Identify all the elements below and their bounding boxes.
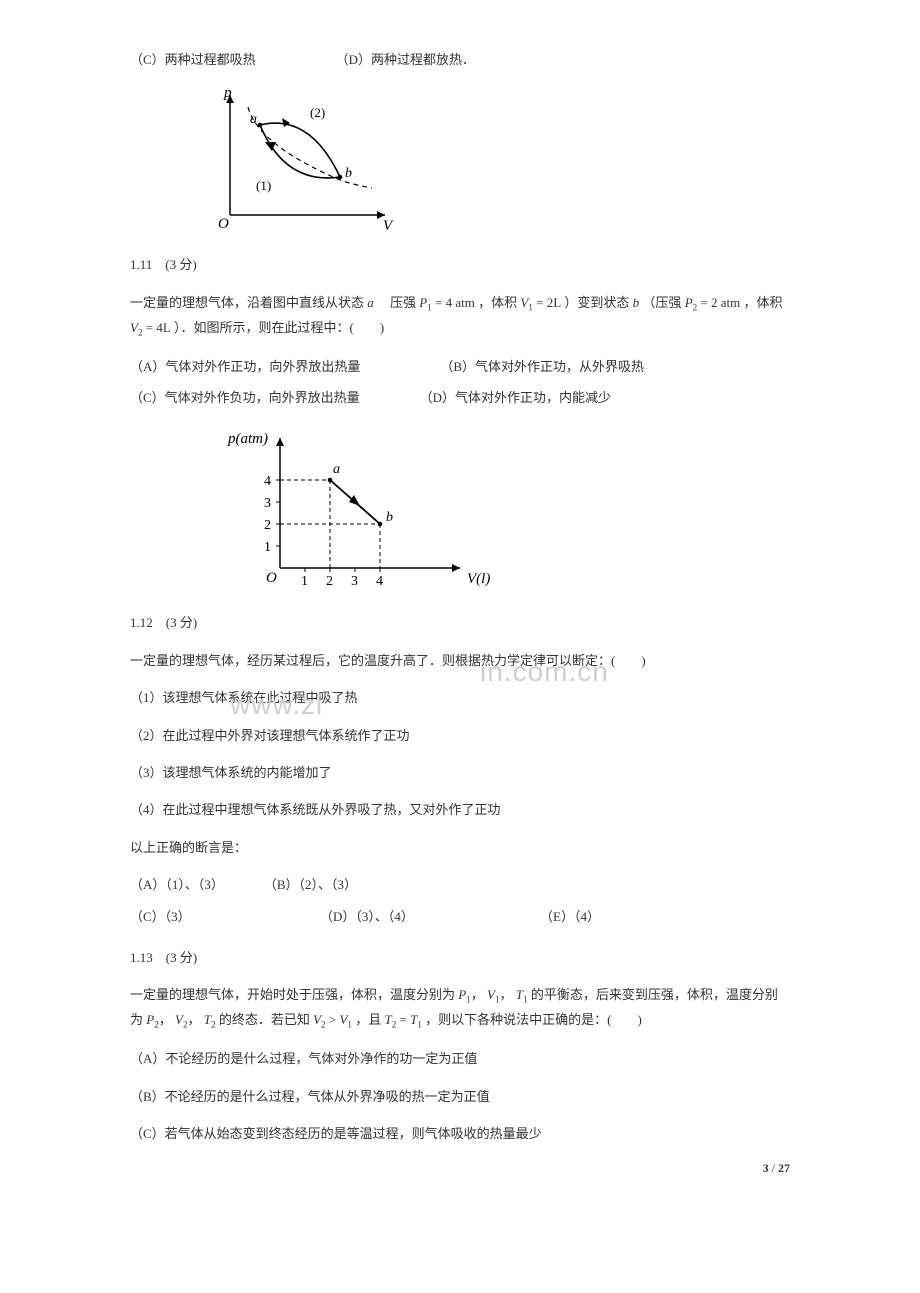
fig2-y2: 2 bbox=[264, 518, 271, 533]
q11-opt-c: （C）气体对外作负功，向外界放出热量 bbox=[130, 386, 360, 409]
q13-t1: 一定量的理想气体，开始时处于压强，体积，温度分别为 bbox=[130, 987, 455, 1002]
q12-opt-b: （B）（2）、（3） bbox=[264, 873, 357, 896]
q13-v1s: 1 bbox=[495, 995, 500, 1005]
q12-s2: （2）在此过程中外界对该理想气体系统作了正功 bbox=[130, 724, 790, 747]
q12-number: 1.12 (3 分) bbox=[130, 611, 790, 634]
q11-t2: 压强 bbox=[377, 295, 416, 310]
q12-stem: 一定量的理想气体，经历某过程后，它的温度升高了．则根据热力学定律可以断定：( ) bbox=[130, 649, 790, 672]
fig1-label2: (2) bbox=[310, 105, 325, 120]
q13-v2: V bbox=[175, 1012, 183, 1027]
fig2-y4: 4 bbox=[264, 474, 271, 489]
q11-t6: ，体积 bbox=[744, 295, 783, 310]
q13-t1v: T bbox=[516, 987, 523, 1002]
q11-p1r: = 4 atm bbox=[432, 295, 475, 310]
q13-stem: 一定量的理想气体，开始时处于压强，体积，温度分别为 P1， V1， T1 的平衡… bbox=[130, 983, 790, 1033]
q13-v1: V bbox=[487, 987, 495, 1002]
q12-s4: （4）在此过程中理想气体系统既从外界吸了热，又对外作了正功 bbox=[130, 798, 790, 821]
q11-opt-b: （B）气体对外作正功，从外界吸热 bbox=[440, 355, 644, 378]
q10-option-c: （C）两种过程都吸热 bbox=[130, 48, 256, 71]
q11-number: 1.11 (3 分) bbox=[130, 253, 790, 276]
q13-number: 1.13 (3 分) bbox=[130, 946, 790, 969]
fig2-xlab: V(l) bbox=[467, 571, 490, 587]
q11-opt-a: （A）气体对外作正功，向外界放出热量 bbox=[130, 355, 360, 378]
pv-diagram-svg: p V O a b (2) (1) bbox=[200, 85, 400, 235]
page-footer: 3 / 27 bbox=[763, 1158, 790, 1180]
fig2-x1: 1 bbox=[301, 574, 308, 589]
q11-b: b bbox=[633, 295, 640, 310]
q11-t7: ）．如图所示，则在此过程中：( ) bbox=[174, 320, 384, 335]
q13-c1rs: 1 bbox=[347, 1020, 352, 1030]
fig1-b: b bbox=[345, 166, 352, 181]
fig2-origin: O bbox=[266, 570, 277, 586]
q11-p2r: = 2 atm bbox=[697, 295, 740, 310]
q12-opt-a: （A）（1）、（3） bbox=[130, 873, 224, 896]
q13-c1o: > bbox=[326, 1012, 340, 1027]
q11-options-cd: （C）气体对外作负功，向外界放出热量 （D）气体对外作正功，内能减少 bbox=[130, 386, 790, 409]
q13-t1s: 1 bbox=[523, 995, 528, 1005]
fig2-a: a bbox=[333, 462, 340, 477]
q13-c1l: V bbox=[313, 1012, 321, 1027]
q13-c2l: T bbox=[384, 1012, 391, 1027]
fig2-y3: 3 bbox=[264, 496, 271, 511]
q11-a: a bbox=[367, 295, 374, 310]
q13-t3: 的终态．若已知 bbox=[219, 1012, 310, 1027]
q12-s1: （1）该理想气体系统在此过程中吸了热 bbox=[130, 686, 790, 709]
q13-t5: ，则以下各种说法中正确的是：( ) bbox=[425, 1012, 642, 1027]
fig2-x4: 4 bbox=[376, 574, 383, 589]
axis-p-label: p bbox=[223, 85, 232, 101]
origin-label: O bbox=[218, 216, 229, 232]
page-total: 27 bbox=[778, 1161, 790, 1175]
q11-v1r: = 2L bbox=[533, 295, 561, 310]
q10-options-cd: （C）两种过程都吸热 （D）两种过程都放热． bbox=[130, 48, 790, 71]
q12-options-ab: （A）（1）、（3） （B）（2）、（3） bbox=[130, 873, 790, 896]
q13-c2o: = bbox=[396, 1012, 410, 1027]
figure-pv-line: p(atm) V(l) O 1 2 3 4 1 2 3 4 a b bbox=[220, 423, 790, 593]
q12-opt-c: （C）（3） bbox=[130, 905, 260, 928]
q11-opt-d: （D）气体对外作正功，内能减少 bbox=[420, 386, 611, 409]
q12-opt-e: （E）（4） bbox=[540, 905, 600, 928]
q11-t3: ，体积 bbox=[478, 295, 517, 310]
q13-opt-b: （B）不论经历的是什么过程，气体从外界净吸的热一定为正值 bbox=[130, 1085, 790, 1108]
q13-p1s: 1 bbox=[466, 995, 471, 1005]
q11-t4: ）变到状态 bbox=[564, 295, 629, 310]
fig2-y1: 1 bbox=[264, 540, 271, 555]
q13-p2s: 2 bbox=[154, 1020, 159, 1030]
q12-options-cde: （C）（3） （D）（3）、（4） （E）（4） bbox=[130, 905, 790, 928]
fig2-x3: 3 bbox=[351, 574, 358, 589]
q11-t1: 一定量的理想气体，沿着图中直线从状态 bbox=[130, 295, 364, 310]
q11-options-ab: （A）气体对外作正功，向外界放出热量 （B）气体对外作正功，从外界吸热 bbox=[130, 355, 790, 378]
q13-opt-a: （A）不论经历的是什么过程，气体对外净作的功一定为正值 bbox=[130, 1047, 790, 1070]
fig1-a: a bbox=[250, 112, 257, 127]
fig2-b: b bbox=[386, 510, 393, 525]
page-sep: / bbox=[769, 1161, 778, 1175]
q11-p2l: P bbox=[685, 295, 693, 310]
q11-v2l: V bbox=[130, 320, 138, 335]
q11-t5: （压强 bbox=[642, 295, 681, 310]
q13-opt-c: （C）若气体从始态变到终态经历的是等温过程，则气体吸收的热量最少 bbox=[130, 1122, 790, 1145]
fig2-ylab: p(atm) bbox=[227, 431, 268, 447]
figure-pv-paths: p V O a b (2) (1) bbox=[200, 85, 790, 235]
q11-v2r: = 4L bbox=[143, 320, 171, 335]
fig1-label1: (1) bbox=[256, 178, 271, 193]
q12-s3: （3）该理想气体系统的内能增加了 bbox=[130, 761, 790, 784]
q13-t4: ，且 bbox=[355, 1012, 381, 1027]
q13-t2s: 2 bbox=[211, 1020, 216, 1030]
q13-t2v: T bbox=[204, 1012, 211, 1027]
q13-c2rs: 1 bbox=[417, 1020, 422, 1030]
q12-lead: 以上正确的断言是： bbox=[130, 836, 790, 859]
q13-v2s: 2 bbox=[183, 1020, 188, 1030]
q12-opt-d: （D）（3）、（4） bbox=[320, 905, 480, 928]
axis-v-label: V bbox=[383, 218, 394, 234]
q10-option-d: （D）两种过程都放热． bbox=[336, 48, 475, 71]
pv-line-svg: p(atm) V(l) O 1 2 3 4 1 2 3 4 a b bbox=[220, 423, 500, 593]
fig2-x2: 2 bbox=[326, 574, 333, 589]
q11-stem: 一定量的理想气体，沿着图中直线从状态 a 压强 P1 = 4 atm ，体积 V… bbox=[130, 291, 790, 341]
